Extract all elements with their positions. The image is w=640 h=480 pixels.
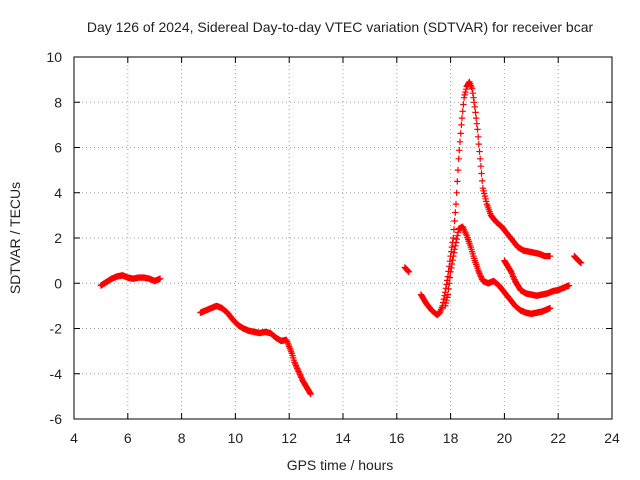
series-markers bbox=[401, 78, 554, 319]
x-tick-label: 22 bbox=[550, 430, 566, 446]
x-tick-label: 18 bbox=[443, 430, 459, 446]
x-tick-label: 6 bbox=[124, 430, 132, 446]
y-tick-label: 10 bbox=[46, 49, 62, 65]
series-markers bbox=[571, 252, 585, 267]
series-markers bbox=[501, 257, 573, 299]
y-tick-label: 8 bbox=[54, 94, 62, 110]
y-axis-label: SDTVAR / TECUs bbox=[7, 182, 23, 294]
series-arc-3 bbox=[401, 78, 554, 319]
y-tick-labels: -6 -4 -2 0 2 4 6 8 10 bbox=[46, 49, 62, 427]
series-arc-6 bbox=[571, 252, 585, 267]
series-arc-1 bbox=[97, 272, 164, 289]
y-tick-label: -2 bbox=[50, 321, 63, 337]
series-markers bbox=[197, 302, 314, 398]
x-tick-label: 16 bbox=[389, 430, 405, 446]
data-series bbox=[97, 78, 585, 398]
y-tick-label: -6 bbox=[50, 411, 63, 427]
x-tick-label: 4 bbox=[70, 430, 78, 446]
y-tick-label: 4 bbox=[54, 185, 62, 201]
series-markers bbox=[97, 272, 164, 289]
x-tick-labels: 4 6 8 10 12 14 16 18 20 22 24 bbox=[70, 430, 620, 446]
x-tick-label: 10 bbox=[228, 430, 244, 446]
x-axis-label: GPS time / hours bbox=[287, 457, 394, 473]
chart-title: Day 126 of 2024, Sidereal Day-to-day VTE… bbox=[87, 19, 594, 35]
x-tick-label: 14 bbox=[335, 430, 351, 446]
x-tick-label: 24 bbox=[604, 430, 620, 446]
series-markers bbox=[442, 223, 554, 317]
series-arc-2 bbox=[197, 302, 314, 398]
x-tick-label: 12 bbox=[281, 430, 297, 446]
x-tick-label: 8 bbox=[178, 430, 186, 446]
x-tick-label: 20 bbox=[497, 430, 513, 446]
axis-ticks bbox=[73, 56, 613, 420]
grid-lines bbox=[74, 57, 612, 419]
y-tick-label: 2 bbox=[54, 230, 62, 246]
y-tick-label: -4 bbox=[50, 366, 63, 382]
series-arc-5 bbox=[501, 257, 573, 299]
y-tick-label: 6 bbox=[54, 140, 62, 156]
y-tick-label: 0 bbox=[54, 275, 62, 291]
series-arc-4 bbox=[442, 223, 554, 317]
